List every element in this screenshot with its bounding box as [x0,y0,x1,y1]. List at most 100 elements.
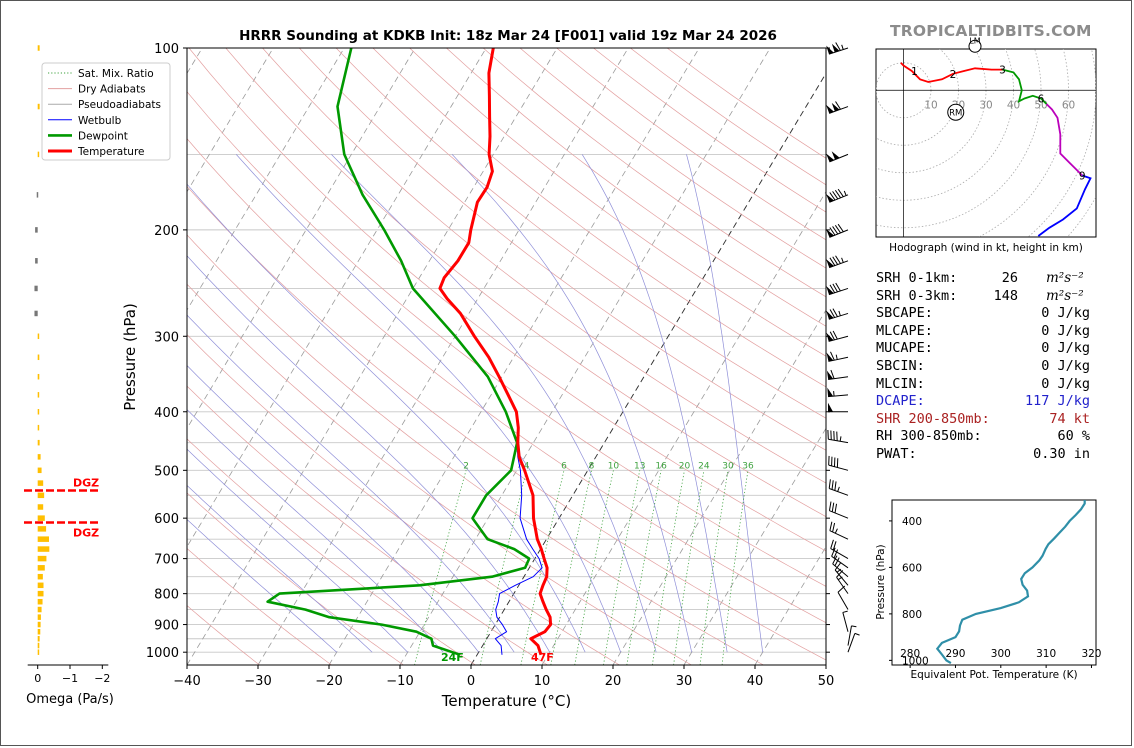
theta-e-y-tick-label: 800 [902,609,922,621]
legend-label: Temperature [77,146,145,158]
dry-adiabat [187,385,548,665]
x-tick-label: 0 [467,674,475,689]
barb-pennant [826,310,834,320]
omega-bar [34,285,38,292]
omega-bar [36,192,39,198]
wind-barb [826,188,849,203]
pseudoadiabat [451,154,693,653]
dry-adiabat [335,48,826,419]
barb-full [830,369,835,379]
barb-full [832,555,838,565]
omega-bar [35,227,38,233]
mixing-ratio-line [651,470,685,665]
omega-bar [37,606,42,613]
wind-barb [830,539,849,560]
barb-full [837,585,846,593]
omega-bar [37,526,47,532]
barb-full [830,351,835,361]
omega-bar [37,598,43,605]
barb-full [831,480,834,490]
theta-e-x-tick-label: 300 [991,648,1011,660]
parameter-unit: m²s⁻² [1046,270,1084,286]
barb-full [829,227,836,236]
mixing-ratio-label: 6 [561,461,567,471]
wind-barb [847,632,860,653]
hodograph-height-label: 6 [1038,94,1045,106]
barb-full [829,521,833,531]
pseudoadiabat [187,255,551,653]
hodograph-ring-label: 10 [924,99,937,111]
barb-full [832,541,837,551]
barb-full [836,570,844,578]
barb-staff [829,530,849,540]
mixing-ratio-line [574,470,614,665]
parameter-value: 26 [1001,270,1018,286]
x-tick-label: 30 [676,674,693,689]
dewpoint-curve [266,48,531,657]
wind-barb [826,255,849,269]
wind-barb [826,101,849,114]
barb-full [832,191,839,200]
pseudoadiabat [581,154,728,653]
barb-staff [828,47,849,55]
barb-full [832,256,839,265]
parameter-row: SBCIN: 0 J/kg [876,358,1116,376]
x-tick-label: −20 [315,674,342,689]
omega-bar [37,454,41,460]
isotherm-line [399,48,771,665]
mixing-ratio-line [626,470,662,665]
y-tick-label: 400 [154,406,179,421]
hodograph-trace [1037,174,1092,237]
dry-adiabat [187,283,692,665]
barb-full [834,503,838,513]
x-axis-label: Temperature (°C) [441,692,571,710]
hodograph-height-label: 3 [999,65,1006,77]
hodograph-ring-label: 30 [979,99,992,111]
wind-barb [828,455,849,471]
wind-barb [836,570,849,594]
parameter-value: 0.30 in [1033,445,1090,462]
barb-full [828,501,832,511]
barb-staff [829,510,849,519]
hodograph-height-label: 9 [1079,171,1086,183]
mixing-ratio-line [414,470,467,665]
barb-staff [836,576,849,594]
surface-dewpoint-label: 24F [441,651,464,664]
wind-barb [826,223,849,238]
pseudoadiabat [686,154,764,653]
omega-bar [37,649,40,655]
barb-pennant [826,104,834,114]
pseudoadiabat [331,154,657,653]
parameter-label: MLCIN: [876,375,925,392]
mixing-ratio-line [520,470,565,665]
skewt-plot-frame [186,47,827,666]
hodograph-trace [1045,103,1083,177]
mixing-ratio-label: 10 [608,461,620,471]
dgz-label-bottom: DGZ [73,526,99,539]
omega-bar [37,614,41,620]
barb-staff [837,591,849,610]
isotherm-line [187,48,487,548]
barb-staff [831,555,849,569]
pseudoadiabat [187,364,479,653]
barb-staff [829,260,849,269]
omega-bar [37,536,49,542]
barb-pennant [826,259,834,268]
parameter-row: SBCAPE: 0 J/kg [876,305,1116,323]
wind-barb [826,151,849,163]
omega-bar [37,546,50,552]
parameter-label: MUCAPE: [876,340,933,357]
wind-barb [826,330,849,342]
barb-staff [842,612,849,632]
omega-bar [37,555,47,562]
wetbulb-curve [494,442,543,655]
hodograph-frame [875,48,1097,238]
barb-full [829,192,836,201]
parameter-row: SHR 200-850mb: 74 kt [876,411,1116,429]
omega-bar [37,515,45,521]
theta-e-x-label: Equivalent Pot. Temperature (K) [910,669,1077,681]
pseudoadiabat [187,448,408,653]
barb-half [839,436,842,442]
barb-full [829,284,836,294]
